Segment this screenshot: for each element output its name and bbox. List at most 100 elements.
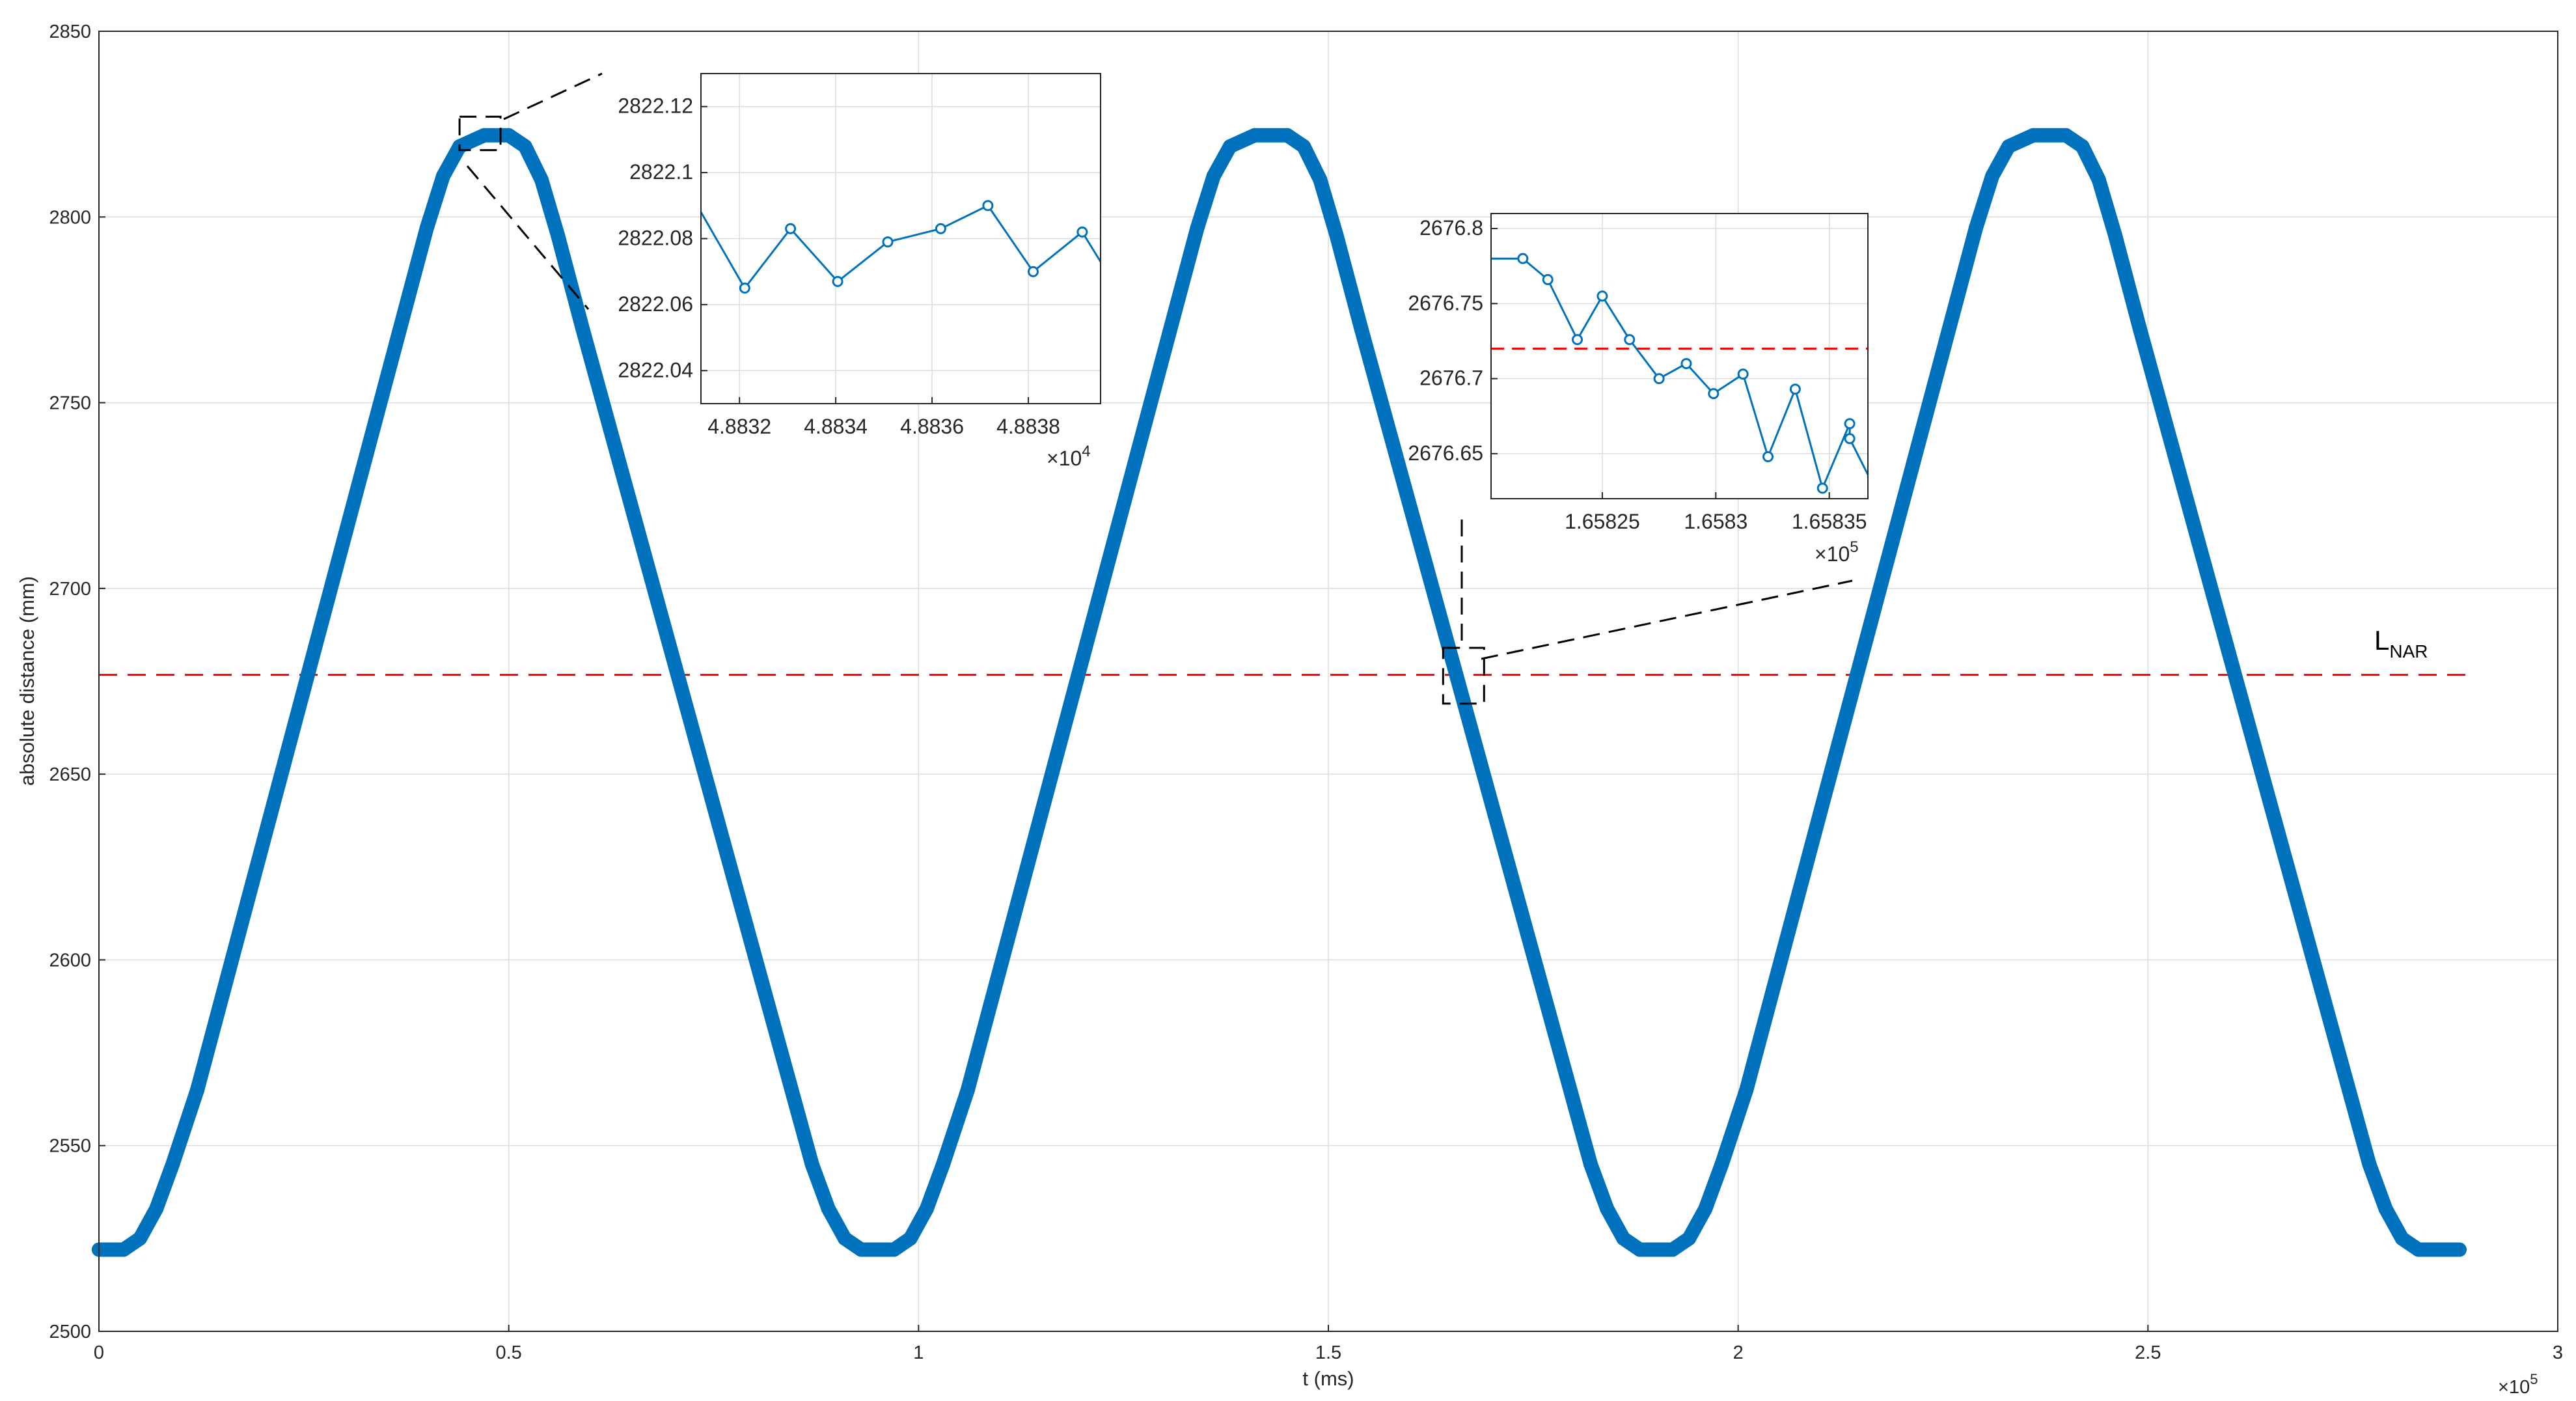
series-point — [1583, 1157, 1598, 1172]
series-point — [804, 1157, 819, 1172]
inset-peak-data-point — [1076, 226, 1088, 238]
series-point — [1354, 321, 1369, 336]
inset-crossing-x-tick-label: 1.6583 — [1684, 510, 1747, 533]
series-point — [936, 1157, 951, 1172]
series-point — [190, 1083, 205, 1098]
series-point — [1280, 128, 1295, 143]
inset-crossing-series-line — [1491, 257, 1869, 492]
inset-plot-peak-x-exponent-base: ×10 — [1047, 447, 1082, 470]
series-point — [1206, 169, 1221, 184]
inset-plot-crossing-x-exponent-power: 5 — [1850, 538, 1858, 556]
inset-crossing-data-point — [1816, 482, 1828, 494]
inset-plot-peak-series — [700, 200, 1102, 294]
inset-plot-crossing-x-exponent: ×105 — [1815, 538, 1859, 566]
inset-plot-crossing-y-ticks: 2676.65 2676.7 2676.75 2676.8 — [1408, 216, 1498, 465]
inset-peak-y-tick-label: 2822.08 — [618, 227, 693, 250]
series-point — [2075, 139, 2090, 154]
series-point — [2001, 139, 2016, 154]
series-point — [2132, 321, 2147, 336]
main-x-tick-label: 1.5 — [1315, 1342, 1341, 1363]
main-y-tick-label: 2750 — [49, 393, 91, 414]
main-x-tick-label: 2 — [1733, 1342, 1744, 1363]
inset-peak-y-tick-label: 2822.12 — [618, 94, 693, 118]
inset-crossing-y-tick-label: 2676.65 — [1408, 441, 1483, 465]
series-point — [919, 1201, 934, 1216]
zoom-connector-line — [466, 165, 590, 310]
series-point — [501, 128, 516, 143]
zoom-box-group — [458, 115, 1485, 705]
inset-plot-crossing-x-exponent-base: ×10 — [1815, 542, 1850, 566]
inset-crossing-data-point — [1762, 451, 1774, 462]
inset-crossing-data-point — [1542, 273, 1554, 285]
reference-line-label-main: L — [2374, 625, 2389, 656]
series-point — [1739, 1083, 1754, 1098]
main-x-tick-label: 2.5 — [2135, 1342, 2161, 1363]
series-point — [1247, 128, 1262, 143]
main-x-ticks: 0 0.5 1 1.5 2 2.5 3 — [94, 1325, 2563, 1363]
inset-crossing-data-point — [1844, 418, 1856, 430]
inset-plot-crossing-area — [1491, 214, 1868, 499]
inset-peak-data-point — [1027, 266, 1039, 277]
series-point — [517, 139, 532, 154]
reference-line-label-sub: NAR — [2389, 641, 2428, 661]
main-y-tick-label: 2700 — [49, 579, 91, 600]
main-y-tick-label: 2800 — [49, 207, 91, 228]
series-point — [419, 221, 434, 236]
reference-line-label: LNAR — [2374, 625, 2428, 661]
inset-peak-y-tick-label: 2822.06 — [618, 292, 693, 316]
inset-peak-data-point — [882, 236, 894, 248]
series-point — [165, 1157, 180, 1172]
series-point — [903, 1231, 918, 1246]
series-point — [1313, 173, 1328, 187]
series-point — [1600, 1201, 1615, 1216]
main-series-group — [92, 128, 2467, 1257]
inset-crossing-data-point — [1680, 358, 1692, 370]
series-point — [1190, 221, 1205, 236]
inset-crossing-data-point — [1708, 388, 1720, 400]
inset-peak-series-line — [700, 204, 1102, 290]
inset-peak-x-tick-label: 4.8832 — [707, 415, 771, 438]
inset-peak-y-tick-label: 2822.04 — [618, 358, 693, 381]
inset-peak-data-point — [739, 283, 750, 294]
inset-peak-y-tick-label: 2822.1 — [629, 160, 693, 184]
inset-plot-peak-x-ticks: 4.8832 4.8834 4.8836 4.8838 — [707, 397, 1060, 438]
inset-plot-crossing: 1.65825 1.6583 1.65835 2676.65 2676.7 2676.7… — [1408, 213, 1869, 566]
series-point — [854, 1242, 869, 1257]
series-point — [2091, 173, 2106, 187]
series-point — [2059, 128, 2074, 143]
inset-plot-peak-x-exponent-power: 4 — [1082, 443, 1090, 460]
series-point — [575, 321, 590, 336]
x-axis-label: t (ms) — [1302, 1367, 1354, 1390]
series-point — [132, 1231, 147, 1246]
x-exponent-power: 5 — [2530, 1371, 2538, 1387]
main-y-tick-label: 2850 — [49, 21, 91, 42]
main-x-tick-label: 0 — [94, 1342, 104, 1363]
series-point — [1616, 1231, 1631, 1246]
main-x-tick-label: 0.5 — [496, 1342, 522, 1363]
series-point — [1665, 1242, 1680, 1257]
series-point — [1296, 139, 1311, 154]
zoom-connector-line — [503, 72, 603, 120]
inset-crossing-data-point — [1517, 253, 1529, 264]
inset-peak-data-point — [832, 275, 843, 287]
inset-crossing-data-point — [1624, 334, 1636, 346]
inset-plot-crossing-grid — [1491, 214, 1868, 499]
series-point — [2411, 1242, 2426, 1257]
series-point — [534, 173, 549, 187]
zoom-box-1 — [458, 115, 502, 152]
inset-peak-data-point — [785, 223, 797, 234]
series-point — [2026, 128, 2041, 143]
x-exponent-label: ×105 — [2498, 1371, 2538, 1398]
series-point — [2452, 1242, 2467, 1257]
inset-plot-peak-x-exponent: ×104 — [1047, 443, 1091, 470]
x-exponent-base: ×10 — [2498, 1377, 2530, 1398]
inset-crossing-y-tick-label: 2676.7 — [1419, 367, 1483, 390]
series-point — [837, 1231, 852, 1246]
inset-plot-crossing-series — [1491, 253, 1869, 494]
inset-plot-crossing-frame — [1490, 213, 1869, 499]
series-point — [116, 1242, 131, 1257]
series-point — [2107, 228, 2122, 243]
series-point — [1222, 139, 1237, 154]
series-point — [1632, 1242, 1647, 1257]
